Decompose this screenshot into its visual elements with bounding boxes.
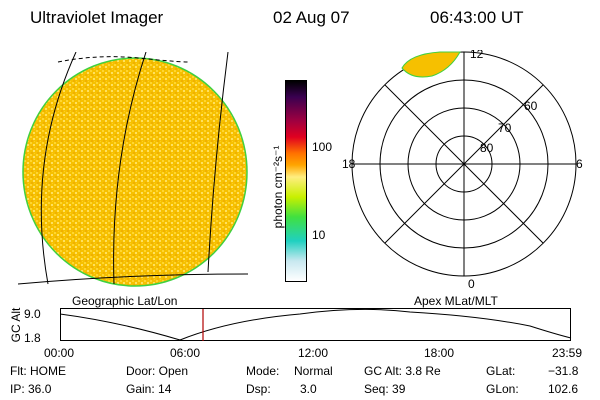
orbit-xtick-1200: 12:00 — [298, 346, 329, 360]
mlat-label-70: 70 — [498, 121, 512, 135]
door-info: Door: Open — [126, 364, 189, 378]
colorbar-tick-10: 10 — [312, 228, 326, 242]
dsp-value: 3.0 — [300, 382, 317, 396]
dsp-label: Dsp: — [246, 382, 271, 396]
date-label: 02 Aug 07 — [273, 8, 350, 27]
seq-info: Seq: 39 — [364, 382, 406, 396]
orbit-plot-frame — [60, 308, 571, 341]
mode-label: Mode: — [246, 364, 280, 378]
orbit-xtick-0000: 00:00 — [44, 346, 75, 360]
orbit-xtick-2359: 23:59 — [552, 346, 583, 360]
glat-label: GLat: — [486, 364, 516, 378]
gc-alt-info: GC Alt: 3.8 Re — [364, 364, 441, 378]
mlat-label-60: 60 — [524, 99, 538, 113]
ip-info: IP: 36.0 — [10, 382, 52, 396]
longitude-line — [40, 52, 77, 285]
orbit-xtick-1800: 18:00 — [424, 346, 455, 360]
colorbar — [285, 80, 307, 282]
latitude-line — [57, 56, 189, 63]
mlt-line-diagonal — [384, 84, 544, 244]
mode-value: Normal — [294, 364, 333, 378]
geographic-caption: Geographic Lat/Lon — [72, 294, 178, 308]
mlt-label-12: 12 — [470, 50, 484, 61]
mlat-label-80: 80 — [480, 141, 494, 155]
mlt-label-0: 0 — [468, 277, 475, 290]
altitude-curve — [60, 308, 572, 341]
instrument-title: Ultraviolet Imager — [30, 8, 164, 27]
longitude-line — [207, 52, 229, 273]
latitude-line — [18, 273, 249, 285]
polar-plot: 12 18 6 0 60 70 80 — [342, 50, 583, 290]
glat-value: −31.8 — [548, 364, 579, 378]
orbit-ylabel: GC Alt — [9, 307, 23, 343]
glon-value: 102.6 — [548, 382, 579, 396]
orbit-ytick-max: 9.0 — [24, 307, 41, 321]
longitude-line — [113, 52, 147, 285]
time-label: 06:43:00 UT — [430, 8, 524, 27]
gain-info: Gain: 14 — [126, 382, 172, 396]
earth-disk — [22, 57, 248, 287]
orbit-ytick-min: 1.8 — [24, 331, 41, 345]
orbit-xtick-0600: 06:00 — [170, 346, 201, 360]
flight-info: Flt: HOME — [10, 364, 66, 378]
glon-label: GLon: — [486, 382, 519, 396]
colorbar-unit-label: photon cm⁻²s⁻¹ — [271, 145, 285, 229]
orbit-altitude-plot — [60, 308, 572, 341]
mlt-label-18: 18 — [342, 157, 356, 171]
mlt-label-6: 6 — [576, 157, 583, 171]
colorbar-tick-100: 100 — [312, 140, 333, 154]
auroral-patch — [401, 51, 461, 78]
apex-caption: Apex MLat/MLT — [414, 294, 498, 308]
geographic-image — [18, 52, 249, 287]
